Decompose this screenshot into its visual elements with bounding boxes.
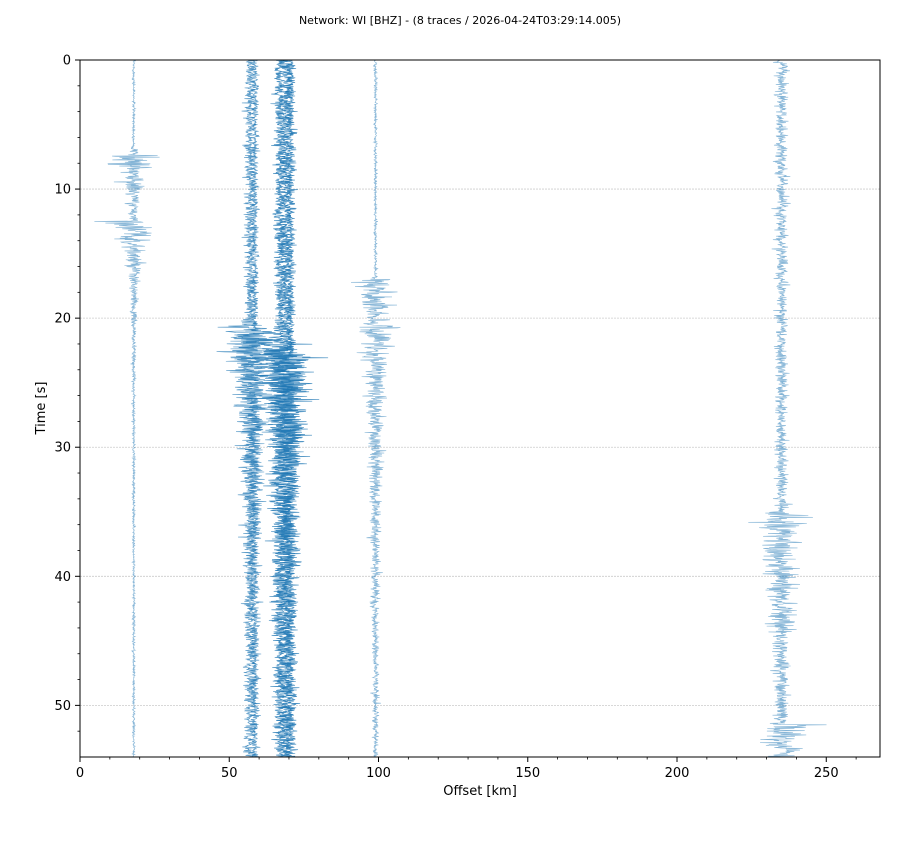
x-tick-label: 0: [76, 766, 84, 781]
y-tick-label: 30: [54, 441, 71, 456]
seismic-trace-8: [748, 59, 827, 758]
x-axis-label: Offset [km]: [443, 784, 517, 799]
x-axis: 0 50 100 150 200 250: [76, 757, 857, 781]
seismic-trace-7: [350, 59, 401, 758]
y-tick-label: 20: [54, 312, 71, 327]
y-tick-label: 0: [63, 54, 71, 69]
seismic-trace-6: [264, 59, 313, 758]
chart-title: Network: WI [BHZ] - (8 traces / 2026-04-…: [299, 14, 621, 27]
y-tick-label: 50: [54, 699, 71, 714]
plot-area-frame: [79, 59, 881, 758]
x-tick-label: 100: [366, 766, 391, 781]
x-tick-label: 250: [814, 766, 839, 781]
y-tick-label: 10: [54, 183, 71, 198]
y-axis-label: Time [s]: [34, 382, 49, 436]
x-tick-label: 150: [515, 766, 540, 781]
x-tick-label: 50: [221, 766, 238, 781]
y-axis: 0 10 20 30 40 50: [54, 54, 80, 732]
seismic-trace-1: [94, 59, 160, 758]
x-tick-label: 200: [665, 766, 690, 781]
seismic-trace-2: [216, 59, 284, 758]
y-tick-label: 40: [54, 570, 71, 585]
seismic-trace-3: [230, 59, 276, 758]
gridlines: [80, 188, 880, 706]
trace-layer: [94, 59, 827, 758]
